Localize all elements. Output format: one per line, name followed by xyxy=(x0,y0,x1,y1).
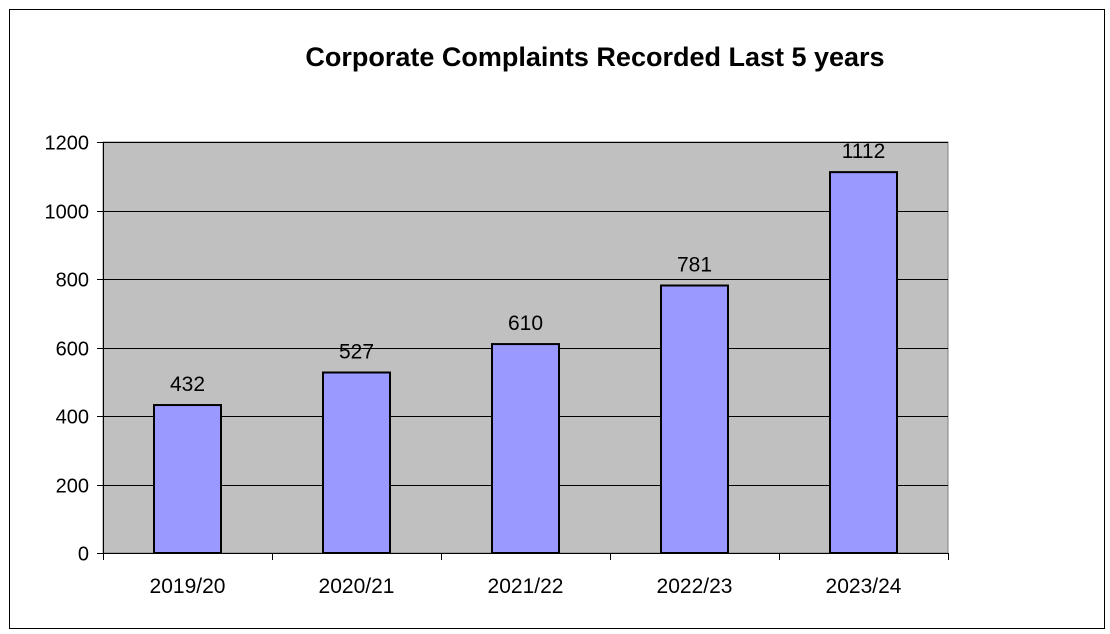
y-tick-labels: 0 200 400 600 800 1000 1200 xyxy=(45,133,90,566)
y-tick-label: 1000 xyxy=(45,202,90,224)
y-tick-label: 600 xyxy=(56,339,89,361)
x-tick-label: 2021/22 xyxy=(488,575,564,598)
bar-2021-22 xyxy=(491,343,560,555)
data-label: 432 xyxy=(170,373,205,396)
bar-2023-24 xyxy=(829,171,898,554)
y-tick-label: 200 xyxy=(56,476,89,498)
y-tick-label: 1200 xyxy=(45,133,90,155)
bars xyxy=(153,171,898,555)
x-tick-label: 2019/20 xyxy=(150,575,226,598)
bar-2022-23 xyxy=(660,284,729,554)
chart-title: Corporate Complaints Recorded Last 5 yea… xyxy=(305,42,885,72)
data-label: 610 xyxy=(508,312,543,335)
data-label: 527 xyxy=(339,341,374,364)
data-labels: 432 527 610 781 1112 xyxy=(170,140,885,396)
data-label: 781 xyxy=(677,254,712,277)
axes xyxy=(97,142,949,560)
bar-2019-20 xyxy=(153,404,222,555)
y-tick-label: 800 xyxy=(56,270,89,292)
x-tick-labels: 2019/20 2020/21 2021/22 2022/23 2023/24 xyxy=(150,575,902,598)
bar-2020-21 xyxy=(322,371,391,554)
data-label: 1112 xyxy=(842,140,886,163)
y-tick-label: 0 xyxy=(78,544,89,566)
x-tick-label: 2020/21 xyxy=(319,575,395,598)
x-tick-label: 2022/23 xyxy=(657,575,733,598)
y-tick-label: 400 xyxy=(56,407,89,429)
x-tick-label: 2023/24 xyxy=(826,575,902,598)
